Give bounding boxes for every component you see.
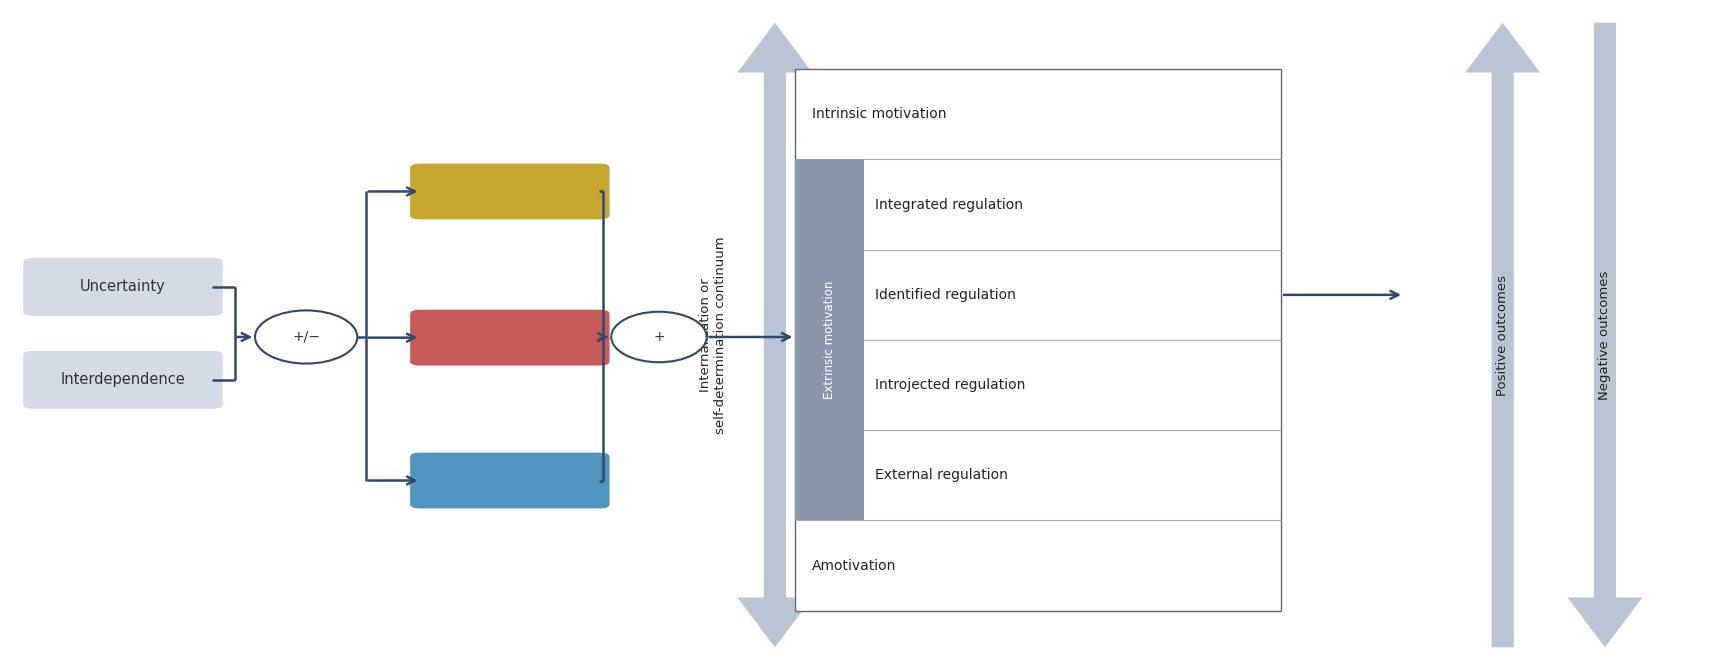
FancyBboxPatch shape bbox=[24, 258, 222, 316]
Text: Autonomy: Autonomy bbox=[472, 330, 547, 345]
Text: Positive outcomes: Positive outcomes bbox=[1496, 275, 1510, 395]
Polygon shape bbox=[737, 23, 812, 647]
Text: Amotivation: Amotivation bbox=[812, 559, 896, 573]
FancyBboxPatch shape bbox=[410, 453, 609, 509]
Text: Integrated regulation: Integrated regulation bbox=[876, 198, 1024, 212]
Text: +/−: +/− bbox=[292, 330, 320, 344]
Text: Uncertainty: Uncertainty bbox=[80, 279, 166, 294]
FancyBboxPatch shape bbox=[410, 310, 609, 366]
Text: Competence: Competence bbox=[463, 184, 556, 199]
Text: External regulation: External regulation bbox=[876, 468, 1009, 482]
Polygon shape bbox=[1465, 23, 1541, 647]
Text: Introjected regulation: Introjected regulation bbox=[876, 378, 1026, 392]
Polygon shape bbox=[1568, 23, 1642, 647]
Text: Negative outcomes: Negative outcomes bbox=[1599, 270, 1611, 400]
Text: Identified regulation: Identified regulation bbox=[876, 288, 1016, 302]
Ellipse shape bbox=[255, 310, 357, 364]
FancyBboxPatch shape bbox=[24, 351, 222, 409]
Text: Extrinsic motivation: Extrinsic motivation bbox=[823, 281, 836, 399]
Text: Relatedness: Relatedness bbox=[465, 473, 554, 488]
Text: Internalization or
self-determination continuum: Internalization or self-determination co… bbox=[699, 237, 727, 433]
FancyBboxPatch shape bbox=[410, 163, 609, 219]
Text: +: + bbox=[653, 330, 665, 344]
Text: Intrinsic motivation: Intrinsic motivation bbox=[812, 107, 947, 121]
Ellipse shape bbox=[610, 312, 706, 362]
Bar bbox=[795, 69, 1281, 611]
Text: Interdependence: Interdependence bbox=[60, 373, 185, 387]
Bar bbox=[795, 159, 864, 521]
